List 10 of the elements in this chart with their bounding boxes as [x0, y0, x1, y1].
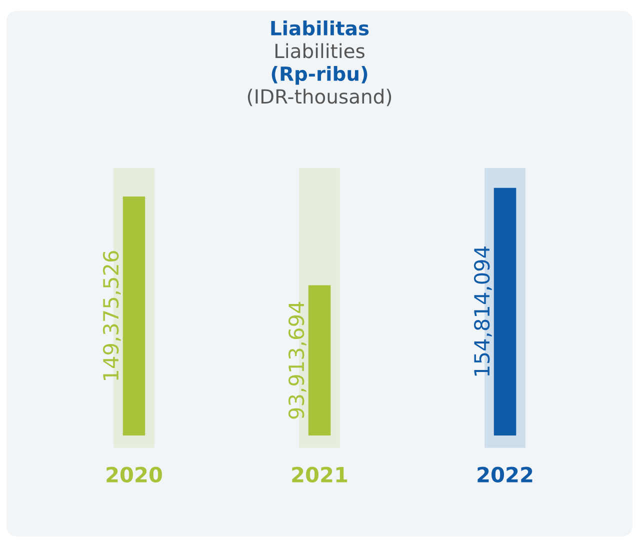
- x-tick-label: 2020: [106, 466, 162, 483]
- data-label: 93,913,694: [288, 302, 306, 419]
- data-label: 154,814,094: [474, 246, 492, 376]
- x-tick-label: 2022: [478, 466, 532, 483]
- x-tick-label: 2021: [292, 466, 348, 483]
- text: (IDR-thousand): [248, 88, 392, 106]
- chart-subtitle: Liabilities: [276, 43, 364, 58]
- chart-title: Liabilitas: [271, 20, 369, 36]
- text: (Rp-ribu): [272, 66, 368, 85]
- data-label: 149,375,526: [102, 251, 121, 380]
